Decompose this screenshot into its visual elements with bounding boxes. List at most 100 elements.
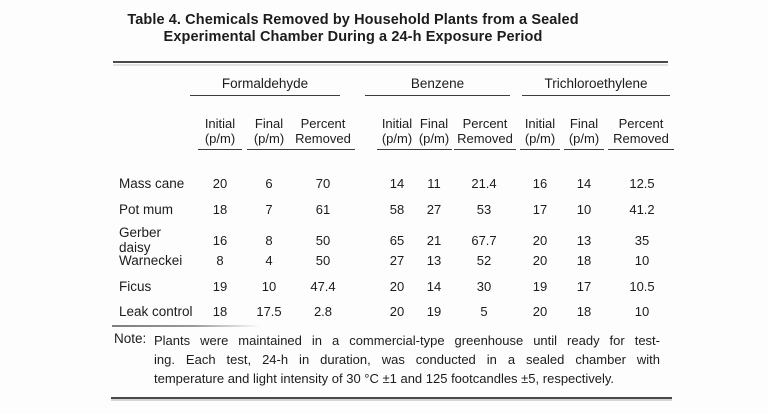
table-row: Warneckei 8 4 50 27 13 52 20 18 10 bbox=[112, 251, 668, 269]
value-trichloroethylene-final: 18 bbox=[576, 252, 592, 268]
group-header-trichloroethylene: Trichloroethylene bbox=[522, 76, 670, 96]
plant-name: Ficus bbox=[119, 278, 152, 294]
value-benzene-initial: 14 bbox=[389, 175, 405, 191]
column-header-benzene-initial: Initial (p/m) bbox=[377, 116, 417, 150]
column-header-text: Initial bbox=[381, 116, 413, 131]
column-header-unit: (p/m) bbox=[568, 131, 600, 146]
value-benzene-final: 19 bbox=[426, 303, 442, 319]
note-body: Plants were maintained in a commercial-t… bbox=[154, 331, 660, 388]
value-trichloroethylene-initial: 16 bbox=[532, 175, 548, 191]
note-line: Plants were maintained in a commercial-t… bbox=[154, 333, 660, 348]
value-benzene-percent: 5 bbox=[480, 303, 488, 319]
group-header-benzene: Benzene bbox=[365, 76, 510, 96]
column-header-text: Percent bbox=[462, 116, 508, 131]
value-benzene-percent: 30 bbox=[476, 278, 492, 294]
plant-name: Leak control bbox=[119, 303, 193, 319]
value-benzene-initial: 58 bbox=[389, 201, 405, 217]
value-benzene-final: 13 bbox=[426, 252, 442, 268]
value-trichloroethylene-initial: 20 bbox=[532, 303, 548, 319]
value-benzene-initial: 65 bbox=[389, 232, 405, 248]
value-trichloroethylene-final: 18 bbox=[576, 303, 592, 319]
value-trichloroethylene-initial: 20 bbox=[532, 232, 548, 248]
table-title-line1: Table 4. Chemicals Removed by Household … bbox=[127, 12, 579, 28]
value-formaldehyde-percent: 2.8 bbox=[313, 303, 333, 319]
table-title-line2: Experimental Chamber During a 24-h Expos… bbox=[163, 29, 543, 45]
plant-name: Pot mum bbox=[119, 201, 174, 217]
plant-name: Mass cane bbox=[119, 175, 185, 191]
note-line: temperature and light intensity of 30 °C… bbox=[154, 371, 615, 386]
value-trichloroethylene-initial: 17 bbox=[532, 201, 548, 217]
column-header-text: Removed bbox=[457, 131, 513, 146]
column-header-formaldehyde-initial: Initial (p/m) bbox=[198, 116, 242, 150]
value-benzene-final: 11 bbox=[427, 175, 441, 191]
group-header-formaldehyde: Formaldehyde bbox=[190, 76, 340, 96]
column-header-trichloroethylene-initial: Initial (p/m) bbox=[520, 116, 560, 150]
value-trichloroethylene-initial: 19 bbox=[532, 278, 548, 294]
value-formaldehyde-initial: 20 bbox=[212, 175, 228, 191]
value-benzene-initial: 20 bbox=[389, 303, 405, 319]
column-header-benzene-percent: Percent Removed bbox=[454, 116, 516, 150]
value-trichloroethylene-percent: 35 bbox=[634, 232, 650, 248]
note-label: Note: bbox=[114, 331, 147, 346]
value-formaldehyde-final: 17.5 bbox=[256, 303, 282, 319]
column-header-text: Final bbox=[254, 116, 284, 131]
value-trichloroethylene-final: 17 bbox=[576, 278, 592, 294]
value-benzene-percent: 21.4 bbox=[471, 175, 497, 191]
value-benzene-initial: 20 bbox=[389, 278, 405, 294]
value-formaldehyde-initial: 19 bbox=[212, 278, 228, 294]
value-trichloroethylene-final: 13 bbox=[576, 232, 592, 248]
value-formaldehyde-initial: 16 bbox=[212, 232, 228, 248]
plant-name: Warneckei bbox=[119, 252, 183, 268]
value-benzene-final: 21 bbox=[426, 232, 442, 248]
column-header-unit: (p/m) bbox=[524, 131, 556, 146]
top-rule bbox=[113, 61, 668, 63]
column-header-unit: (p/m) bbox=[418, 131, 450, 146]
value-formaldehyde-initial: 18 bbox=[212, 201, 228, 217]
column-header-text: Initial bbox=[204, 116, 236, 131]
value-trichloroethylene-percent: 12.5 bbox=[629, 175, 655, 191]
value-formaldehyde-percent: 70 bbox=[315, 175, 331, 191]
value-trichloroethylene-percent: 10 bbox=[634, 252, 650, 268]
column-header-unit: (p/m) bbox=[381, 131, 413, 146]
value-benzene-final: 14 bbox=[426, 278, 442, 294]
value-trichloroethylene-final: 10 bbox=[576, 201, 592, 217]
value-formaldehyde-initial: 8 bbox=[216, 252, 224, 268]
bottom-rule bbox=[111, 397, 672, 399]
value-formaldehyde-percent: 50 bbox=[315, 252, 331, 268]
column-header-unit: (p/m) bbox=[204, 131, 236, 146]
column-header-unit: (p/m) bbox=[253, 131, 285, 146]
value-formaldehyde-final: 8 bbox=[265, 232, 273, 248]
table-row: Ficus 19 10 47.4 20 14 30 19 17 10.5 bbox=[112, 277, 668, 295]
column-header-text: Final bbox=[569, 116, 599, 131]
column-header-text: Percent bbox=[300, 116, 346, 131]
column-header-text: Final bbox=[419, 116, 449, 131]
value-trichloroethylene-final: 14 bbox=[576, 175, 592, 191]
value-trichloroethylene-percent: 41.2 bbox=[629, 201, 655, 217]
value-trichloroethylene-percent: 10 bbox=[634, 303, 650, 319]
value-formaldehyde-final: 10 bbox=[261, 278, 277, 294]
table-note: Note: Plants were maintained in a commer… bbox=[114, 331, 660, 388]
value-formaldehyde-percent: 61 bbox=[315, 201, 331, 217]
column-header-trichloroethylene-final: Final (p/m) bbox=[564, 116, 604, 150]
value-formaldehyde-percent: 50 bbox=[315, 232, 331, 248]
value-trichloroethylene-percent: 10.5 bbox=[629, 278, 655, 294]
column-header-text: Removed bbox=[295, 131, 351, 146]
table-row: Mass cane 20 6 70 14 11 21.4 16 14 12.5 bbox=[112, 174, 668, 192]
value-benzene-initial: 27 bbox=[389, 252, 405, 268]
column-header-benzene-final: Final (p/m) bbox=[416, 116, 452, 150]
value-benzene-percent: 52 bbox=[476, 252, 492, 268]
table-title: Table 4. Chemicals Removed by Household … bbox=[103, 12, 603, 46]
value-formaldehyde-percent: 47.4 bbox=[310, 278, 336, 294]
value-benzene-percent: 67.7 bbox=[471, 232, 497, 248]
table-row: Leak control 18 17.5 2.8 20 19 5 20 18 1… bbox=[112, 302, 668, 320]
column-header-formaldehyde-final: Final (p/m) bbox=[247, 116, 291, 150]
value-formaldehyde-final: 6 bbox=[265, 175, 273, 191]
value-trichloroethylene-initial: 20 bbox=[532, 252, 548, 268]
plant-name: Gerber daisy bbox=[119, 225, 162, 255]
value-benzene-percent: 53 bbox=[476, 201, 492, 217]
column-header-text: Removed bbox=[613, 131, 669, 146]
value-formaldehyde-final: 7 bbox=[265, 201, 273, 217]
value-benzene-final: 27 bbox=[426, 201, 442, 217]
column-header-text: Initial bbox=[524, 116, 556, 131]
